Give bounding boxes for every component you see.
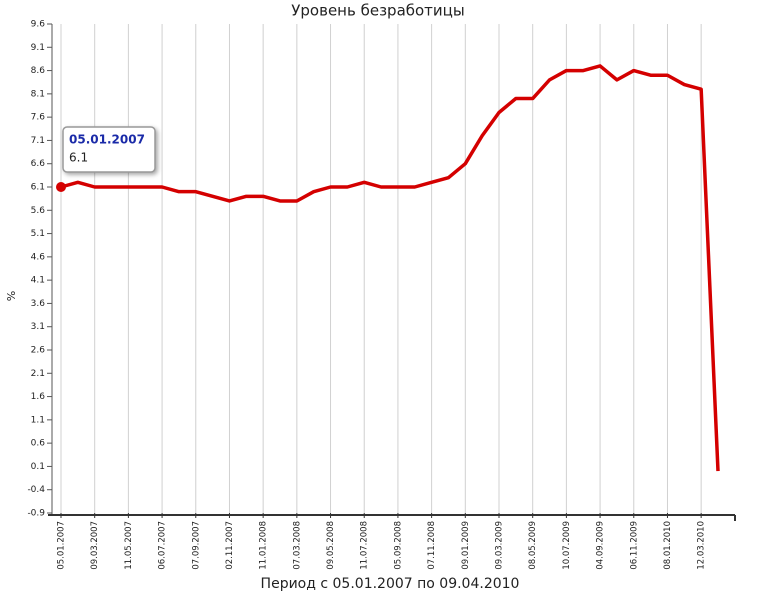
x-tick-label: 09.01.2009 [461, 521, 471, 570]
y-tick-label: 2.6 [31, 346, 46, 356]
y-tick-label: 1.6 [31, 392, 46, 402]
y-tick-label: 6.6 [31, 159, 46, 169]
tooltip-date: 05.01.2007 [69, 133, 145, 147]
x-tick-label: 05.01.2007 [57, 521, 67, 570]
chart-title: Уровень безработицы [291, 2, 464, 20]
tooltip-box [62, 126, 156, 173]
y-tick-label: 7.6 [31, 113, 46, 123]
y-tick-label: -0.4 [27, 485, 45, 495]
x-tick-label: 07.11.2008 [427, 521, 437, 570]
x-tick-label: 05.09.2008 [393, 521, 403, 570]
x-tick-label: 11.01.2008 [259, 521, 269, 570]
x-tick-label: 04.09.2009 [596, 521, 606, 570]
y-axis-label: % [5, 291, 18, 301]
y-tick-label: 3.6 [31, 299, 46, 309]
x-tick-label: 08.01.2010 [663, 521, 673, 570]
y-tick-label: 6.1 [31, 183, 45, 193]
x-tick-label: 09.05.2008 [326, 521, 336, 570]
x-tick-label: 11.07.2008 [360, 521, 370, 570]
y-tick-label: 0.1 [31, 462, 45, 472]
x-tick-label: 02.11.2007 [225, 521, 235, 570]
y-tick-label: 9.6 [31, 20, 46, 30]
x-tick-label: 09.03.2009 [495, 521, 505, 570]
y-tick-label: 8.6 [31, 66, 46, 76]
y-tick-label: 8.1 [31, 89, 45, 99]
line [60, 64, 720, 472]
y-tick-label: 4.1 [31, 276, 45, 286]
y-tick-label: 2.1 [31, 369, 45, 379]
x-tick-label: 08.05.2009 [528, 521, 538, 570]
x-tick-label: 06.11.2009 [629, 521, 639, 570]
y-tick-label: 3.1 [31, 322, 45, 332]
x-tick-label: 09.03.2007 [90, 521, 100, 570]
x-tick-label: 07.09.2007 [191, 521, 201, 570]
y-tick-label: -0.9 [27, 509, 45, 519]
x-tick-label: 07.03.2008 [292, 521, 302, 570]
y-tick-label: 0.6 [31, 439, 46, 449]
tooltip-value: 6.1 [69, 151, 88, 165]
y-tick-label: 5.6 [31, 206, 46, 216]
x-tick-label: 10.07.2009 [562, 521, 572, 570]
y-tick-label: 1.1 [31, 415, 45, 425]
hover-point [56, 182, 66, 192]
x-tick-label: 06.07.2007 [158, 521, 168, 570]
y-tick-label: 9.1 [31, 43, 45, 53]
x-tick-label: 11.05.2007 [124, 521, 134, 570]
y-tick-label: 4.6 [31, 252, 46, 262]
y-tick-label: 5.1 [31, 229, 45, 239]
x-tick-label: 12.03.2010 [697, 521, 707, 570]
tooltip: 05.01.2007 6.1 [62, 126, 156, 173]
x-axis-label: Период с 05.01.2007 по 09.04.2010 [261, 576, 520, 592]
y-tick-label: 7.1 [31, 136, 45, 146]
